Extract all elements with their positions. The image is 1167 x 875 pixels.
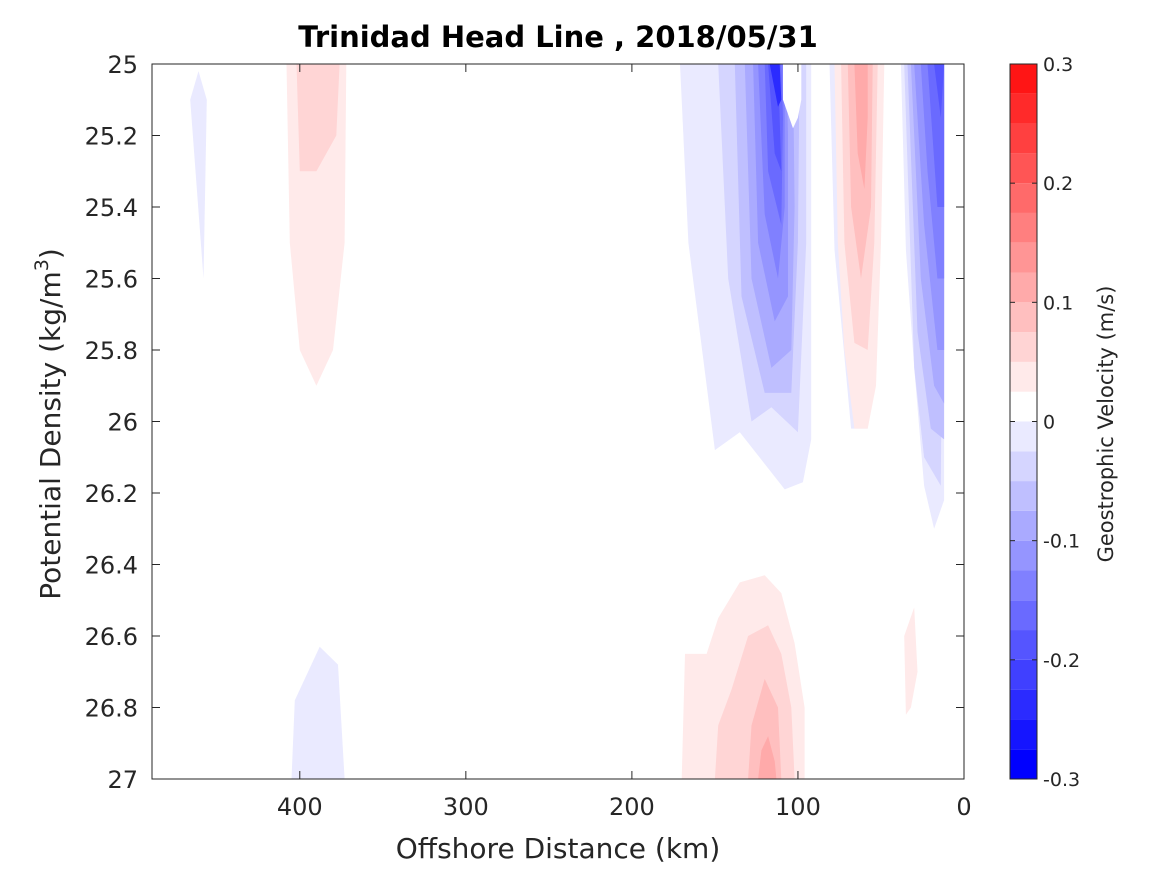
y-tick-label: 26.8 — [85, 695, 138, 723]
y-tick-label: 25.2 — [85, 123, 138, 151]
y-tick-label: 26.2 — [85, 480, 138, 508]
contour-fills — [190, 64, 945, 779]
y-tick-label: 27 — [107, 766, 138, 794]
positive-velocity-region-30 — [758, 736, 777, 779]
y-axis-ticks: 25 25.2 25.4 25.6 25.8 26 26.2 26.4 26.6 26.8 27 — [85, 51, 964, 794]
colorbar-swatch — [1010, 659, 1037, 690]
colorbar-swatch — [1010, 689, 1037, 720]
colorbar-swatch — [1010, 272, 1037, 303]
colorbar-swatch — [1010, 242, 1037, 273]
y-tick-label: 26.6 — [85, 623, 138, 651]
colorbar-swatch — [1010, 361, 1037, 392]
negative-velocity-region-16 — [934, 64, 945, 118]
colorbar-swatch — [1010, 570, 1037, 601]
zero-velocity-region-18 — [783, 64, 802, 129]
colorbar-swatch — [1010, 212, 1037, 243]
colorbar-tick-label: 0.1 — [1043, 292, 1073, 314]
colorbar-swatch — [1010, 719, 1037, 750]
x-tick-label: 200 — [609, 793, 655, 821]
x-axis-ticks: 400 300 200 100 0 — [277, 64, 972, 821]
x-tick-label: 400 — [277, 793, 323, 821]
colorbar-swatch — [1010, 540, 1037, 571]
negative-velocity-region-2 — [291, 646, 345, 779]
colorbar — [1009, 63, 1038, 780]
colorbar-title: Geostrophic Velocity (m/s) — [1094, 286, 1118, 563]
y-axis-title-close: ) — [34, 248, 67, 259]
colorbar-tick-label: -0.3 — [1043, 769, 1080, 791]
y-tick-label: 25.8 — [85, 337, 138, 365]
y-tick-label: 25.4 — [85, 194, 138, 222]
colorbar-swatch — [1010, 153, 1037, 184]
x-tick-label: 300 — [443, 793, 489, 821]
colorbar-swatch — [1010, 332, 1037, 362]
colorbar-ticks: 0.3 0.2 0.1 0 -0.1 -0.2 -0.3 — [1010, 54, 1080, 791]
negative-velocity-region-1 — [190, 71, 207, 279]
positive-velocity-region-24 — [296, 64, 340, 172]
y-axis-title: Potential Density (kg/m3) — [31, 248, 67, 600]
colorbar-swatch — [1010, 93, 1037, 124]
x-tick-label: 100 — [775, 793, 821, 821]
x-axis-title: Offshore Distance (km) — [396, 832, 721, 865]
colorbar-swatch — [1010, 302, 1037, 333]
colorbar-swatch — [1010, 510, 1037, 541]
colorbar-tick-label: 0.2 — [1043, 173, 1073, 195]
colorbar-swatch — [1010, 123, 1037, 154]
colorbar-tick-label: -0.2 — [1043, 650, 1080, 672]
colorbar-swatch — [1010, 600, 1037, 631]
colorbar-tick-label: 0.3 — [1043, 54, 1073, 76]
colorbar-swatch — [1010, 481, 1037, 511]
colorbar-swatch — [1010, 749, 1037, 779]
positive-velocity-region-28 — [748, 678, 782, 779]
colorbar-swatch — [1010, 183, 1037, 213]
positive-velocity-region-23 — [904, 607, 918, 715]
negative-velocity-region-17 — [769, 64, 782, 107]
positive-velocity-region-29 — [854, 64, 868, 190]
y-axis-title-main: Potential Density (kg/m — [34, 271, 67, 600]
y-tick-label: 26.4 — [85, 552, 138, 580]
chart-title: Trinidad Head Line , 2018/05/31 — [298, 20, 818, 54]
y-tick-label: 25 — [107, 51, 138, 79]
colorbar-tick-label: -0.1 — [1043, 531, 1080, 553]
colorbar-swatch — [1010, 630, 1037, 660]
colorbar-swatch — [1010, 421, 1037, 452]
y-axis-title-superscript: 3 — [31, 259, 53, 271]
colorbar-swatch — [1010, 391, 1037, 422]
x-tick-label: 0 — [956, 793, 971, 821]
plot-background — [152, 64, 964, 779]
colorbar-swatch — [1010, 451, 1037, 482]
colorbar-tick-label: 0 — [1043, 412, 1055, 434]
y-tick-label: 25.6 — [85, 266, 138, 294]
y-tick-label: 26 — [107, 409, 138, 437]
colorbar-swatch — [1010, 64, 1037, 94]
